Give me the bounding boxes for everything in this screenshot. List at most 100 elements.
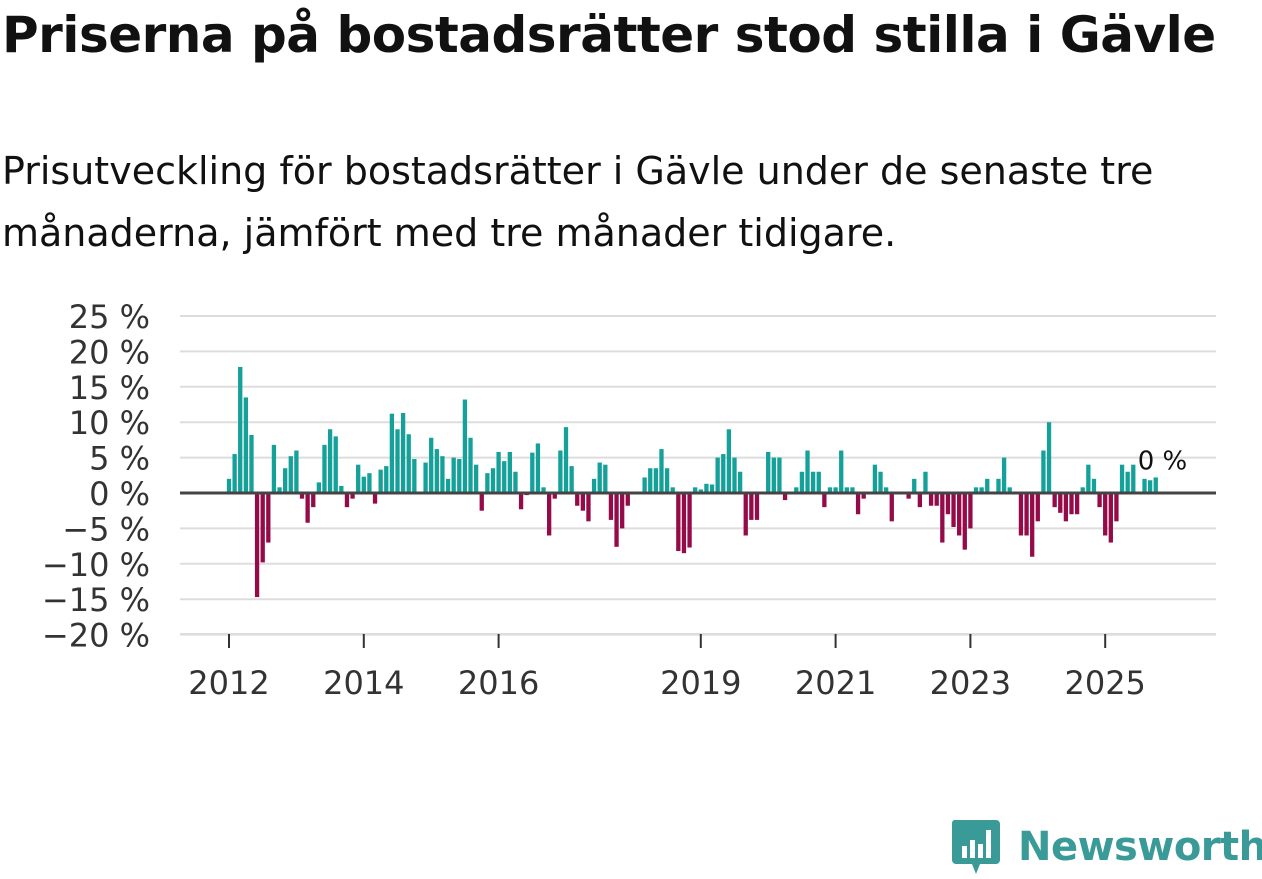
bar bbox=[1046, 422, 1052, 493]
bar bbox=[283, 468, 288, 493]
bar bbox=[378, 469, 383, 493]
bar bbox=[743, 493, 748, 536]
bar bbox=[844, 487, 849, 493]
bar bbox=[957, 493, 962, 536]
bar bbox=[299, 493, 305, 499]
bar bbox=[412, 459, 417, 493]
y-tick-label: −15 % bbox=[42, 581, 150, 619]
bar bbox=[238, 366, 243, 493]
bar bbox=[569, 466, 574, 493]
bar bbox=[356, 464, 361, 493]
y-tick-label: −10 % bbox=[42, 546, 150, 584]
bar bbox=[1108, 493, 1113, 543]
bar bbox=[1018, 493, 1024, 536]
bar bbox=[698, 489, 703, 493]
bar bbox=[530, 452, 535, 493]
brand[interactable]: Newsworthy bbox=[950, 818, 1262, 876]
bar bbox=[1041, 450, 1046, 493]
bar bbox=[782, 493, 788, 501]
bar bbox=[889, 493, 894, 522]
bar bbox=[620, 493, 625, 529]
bar bbox=[794, 487, 799, 493]
bar bbox=[445, 478, 451, 493]
bar bbox=[1007, 487, 1012, 493]
bar bbox=[266, 493, 271, 543]
bar bbox=[693, 487, 698, 493]
bar bbox=[232, 454, 237, 493]
bar bbox=[642, 477, 647, 493]
bar bbox=[429, 437, 434, 493]
bar bbox=[676, 493, 681, 552]
bar bbox=[243, 397, 248, 493]
bar bbox=[479, 493, 484, 511]
bar bbox=[951, 493, 956, 527]
bar bbox=[372, 493, 378, 504]
bar bbox=[653, 468, 659, 493]
bar bbox=[996, 478, 1001, 493]
y-tick-label: 10 % bbox=[69, 404, 150, 442]
y-tick-label: −5 % bbox=[62, 510, 150, 548]
y-tick-label: −20 % bbox=[42, 617, 150, 655]
bar bbox=[1142, 478, 1147, 493]
bar bbox=[861, 493, 866, 499]
bar bbox=[833, 487, 838, 493]
bar bbox=[288, 456, 293, 493]
bar bbox=[732, 457, 737, 493]
bar bbox=[872, 464, 878, 493]
bar bbox=[1030, 493, 1035, 557]
bar bbox=[973, 487, 979, 493]
bar bbox=[333, 436, 338, 493]
bar bbox=[322, 444, 327, 493]
x-tick-label: 2025 bbox=[1064, 664, 1145, 702]
x-tick-label: 2016 bbox=[458, 664, 539, 702]
bar bbox=[507, 451, 512, 493]
bar bbox=[827, 487, 833, 493]
bar bbox=[316, 482, 322, 493]
bar bbox=[502, 461, 507, 493]
bar bbox=[1131, 464, 1136, 493]
bar bbox=[277, 487, 282, 493]
bar bbox=[457, 459, 462, 493]
bar bbox=[721, 454, 726, 493]
y-tick-label: 15 % bbox=[69, 369, 150, 407]
bar bbox=[923, 471, 928, 493]
bar bbox=[715, 457, 720, 493]
bar bbox=[822, 493, 827, 508]
bar bbox=[625, 493, 630, 506]
bar bbox=[934, 493, 939, 506]
bar bbox=[327, 429, 333, 493]
bar bbox=[1080, 487, 1085, 493]
bar bbox=[226, 478, 232, 493]
bar bbox=[850, 487, 855, 493]
chart-subtitle: Prisutveckling för bostadsrätter i Gävle… bbox=[2, 149, 1154, 255]
bar bbox=[754, 493, 760, 520]
bar bbox=[1119, 464, 1125, 493]
bar bbox=[614, 493, 619, 547]
bar bbox=[541, 487, 546, 493]
bar bbox=[855, 493, 861, 515]
bar bbox=[805, 450, 810, 493]
bar bbox=[816, 471, 821, 493]
bar bbox=[558, 450, 563, 493]
bar bbox=[406, 434, 411, 493]
x-tick-label: 2021 bbox=[795, 664, 876, 702]
bar bbox=[839, 450, 844, 493]
y-tick-label: 25 % bbox=[69, 298, 150, 336]
y-tick-label: 20 % bbox=[69, 333, 150, 371]
bar bbox=[1114, 493, 1119, 522]
bar bbox=[400, 413, 406, 493]
bar bbox=[350, 493, 355, 499]
bar bbox=[766, 451, 771, 493]
bar bbox=[1069, 493, 1074, 515]
bar bbox=[737, 471, 743, 493]
bar bbox=[681, 493, 687, 554]
bar bbox=[777, 457, 782, 493]
bar bbox=[440, 456, 445, 493]
y-tick-label: 0 % bbox=[89, 475, 150, 513]
y-tick-label: 5 % bbox=[89, 440, 150, 478]
bar bbox=[1103, 493, 1108, 536]
bar bbox=[603, 464, 608, 493]
bar bbox=[979, 487, 984, 493]
bar bbox=[468, 437, 473, 493]
chart-title: Priserna på bostadsrätter stod stilla i … bbox=[2, 6, 1216, 64]
